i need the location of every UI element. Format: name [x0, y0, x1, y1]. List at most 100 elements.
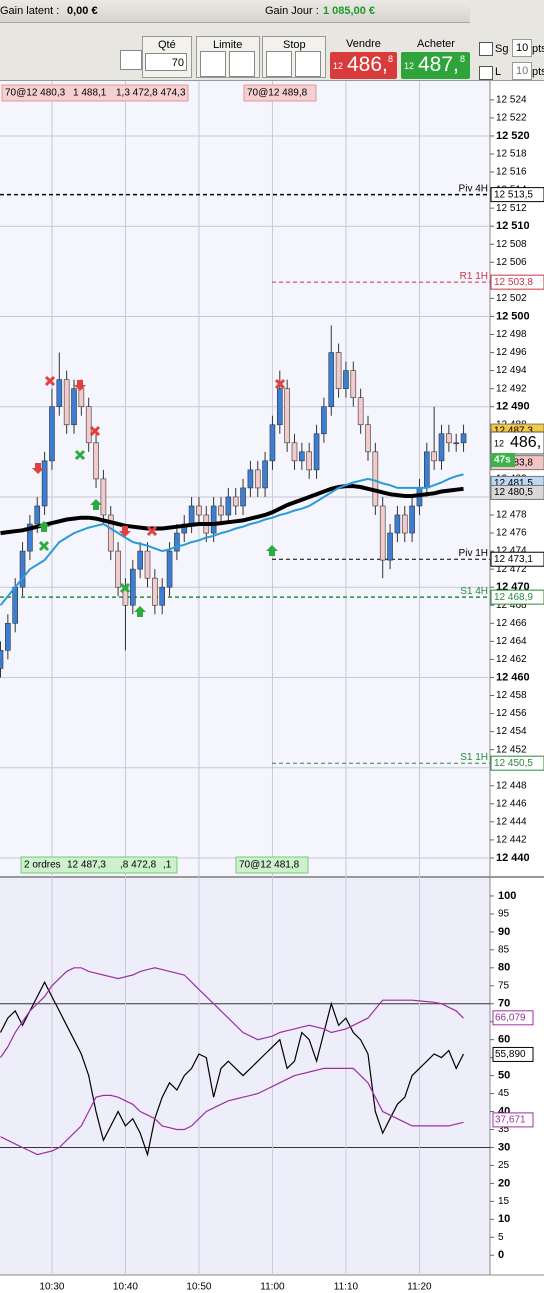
y-tick-label: 70: [498, 998, 510, 1010]
candle-body: [431, 451, 437, 462]
candle-body: [284, 388, 290, 444]
candle-body: [394, 514, 401, 534]
y-tick-label: 85: [498, 944, 510, 955]
candle-body: [5, 623, 11, 651]
order-tag-text: 12 487,3: [67, 860, 106, 871]
y-tick-label: 12 440: [496, 852, 530, 864]
level-value: 12 468,9: [494, 592, 533, 603]
y-tick-label: 12 502: [496, 293, 527, 304]
moving-average: [0, 484, 464, 536]
y-tick-label: 12 518: [496, 149, 527, 160]
candle-body: [196, 505, 202, 516]
level-value: 12 450,5: [494, 758, 533, 769]
x-tick-label: 11:00: [260, 1282, 285, 1293]
candle-body: [152, 577, 158, 606]
y-tick-label: 12 466: [496, 618, 527, 629]
candle-body: [299, 451, 305, 462]
level-box: [490, 187, 544, 203]
limit-sell-button[interactable]: [229, 51, 255, 77]
candle-body: [107, 514, 114, 552]
price-label: 12 480,5: [494, 487, 533, 498]
price-label: 12 481,5: [494, 478, 533, 489]
y-tick-label: 12 520: [496, 130, 530, 142]
y-tick-label: 12 460: [496, 671, 530, 683]
candle-body: [93, 442, 99, 480]
y-tick-label: 95: [498, 909, 510, 920]
y-tick-label: 80: [498, 962, 510, 974]
candle-body: [188, 505, 195, 525]
y-tick-label: 12 468: [496, 600, 527, 611]
sell-button[interactable]: 12 486, 8: [330, 52, 397, 79]
y-tick-label: 12 510: [496, 220, 530, 232]
sell-markers: [32, 375, 286, 537]
y-tick-label: 12 452: [496, 744, 527, 755]
trade-markers: [32, 375, 286, 617]
order-tag-text: 70@12 489,8: [247, 88, 308, 99]
candle-body: [100, 478, 107, 516]
level-box: [490, 551, 544, 567]
timer: 47s: [494, 455, 511, 466]
limit-buy-button[interactable]: [200, 51, 226, 77]
x-tick-label: 11:20: [407, 1282, 432, 1293]
candle-body: [328, 352, 335, 408]
label: Gain Jour :: [265, 5, 319, 17]
price-suffix: 8: [460, 54, 466, 64]
indicator-pane: [0, 878, 490, 1275]
y-tick-label: 12 472: [496, 564, 527, 575]
y-tick-label: 75: [498, 980, 510, 991]
candle-body: [232, 496, 239, 507]
price-prefix: 12: [404, 61, 415, 71]
sg-checkbox[interactable]: [479, 42, 493, 56]
label: Vendre: [346, 38, 381, 50]
candle-body: [49, 406, 55, 462]
order-tag: [1, 84, 189, 102]
candle-body: [210, 505, 217, 534]
stop-sell-button[interactable]: [295, 51, 321, 77]
l-checkbox[interactable]: [479, 66, 493, 80]
stop-buy-button[interactable]: [266, 51, 292, 77]
candle-body: [115, 550, 121, 588]
y-tick-label: 12 494: [496, 365, 527, 376]
l-input[interactable]: 10: [512, 62, 533, 80]
order-tags-bottom: 2 ordres 12 487,3 ,8 472,8 ,1 70@12 481,…: [20, 856, 309, 874]
candle-body: [71, 388, 77, 426]
candle-body: [225, 496, 232, 516]
y-tick-label: 12 446: [496, 798, 527, 809]
order-tag-text: 70@12 480,3: [5, 88, 66, 99]
sg-input[interactable]: 10: [512, 39, 533, 57]
qty-input[interactable]: 70: [145, 53, 187, 71]
candle-body: [446, 433, 452, 444]
candle-body: [306, 451, 313, 471]
candle-body: [34, 505, 41, 525]
level-value: 12 503,8: [494, 277, 533, 288]
candle-body: [387, 532, 393, 561]
value-label: 55,890: [495, 1049, 526, 1060]
y-tick-label: 12 474: [496, 546, 527, 557]
value: 1 085,00 €: [323, 5, 375, 17]
y-tick-label: 12 462: [496, 654, 527, 665]
candle-body: [401, 514, 408, 534]
candle-body: [166, 550, 173, 588]
order-tag-text: 1,3 472,8 474,3: [116, 88, 186, 99]
level-box: [490, 589, 544, 605]
y-tick-label: 12 500: [496, 310, 530, 322]
settings-button[interactable]: [120, 50, 142, 70]
buy-button[interactable]: 12 487, 8: [401, 52, 470, 79]
y-tick-label: 12 444: [496, 816, 527, 827]
candle-body: [335, 352, 342, 389]
y-tick-label: 12 448: [496, 780, 527, 791]
order-tag: [20, 856, 178, 874]
y-tick-label: 12 478: [496, 510, 527, 521]
current-price-box: 12 486, 47s: [490, 431, 544, 467]
order-tag-text: 70@12 481,8: [239, 860, 300, 871]
candle-body: [365, 424, 371, 453]
candle-body: [291, 442, 298, 462]
stop-group: Stop: [262, 36, 326, 78]
label: Limite: [213, 39, 243, 51]
level-name: S1 1H: [460, 752, 488, 763]
candle-body: [262, 460, 268, 489]
level-name: S1 4H: [460, 586, 488, 597]
y-tick-label: 0: [498, 1249, 504, 1261]
y-tick-label: 45: [498, 1088, 510, 1099]
y-tick-label: 12 524: [496, 94, 527, 105]
